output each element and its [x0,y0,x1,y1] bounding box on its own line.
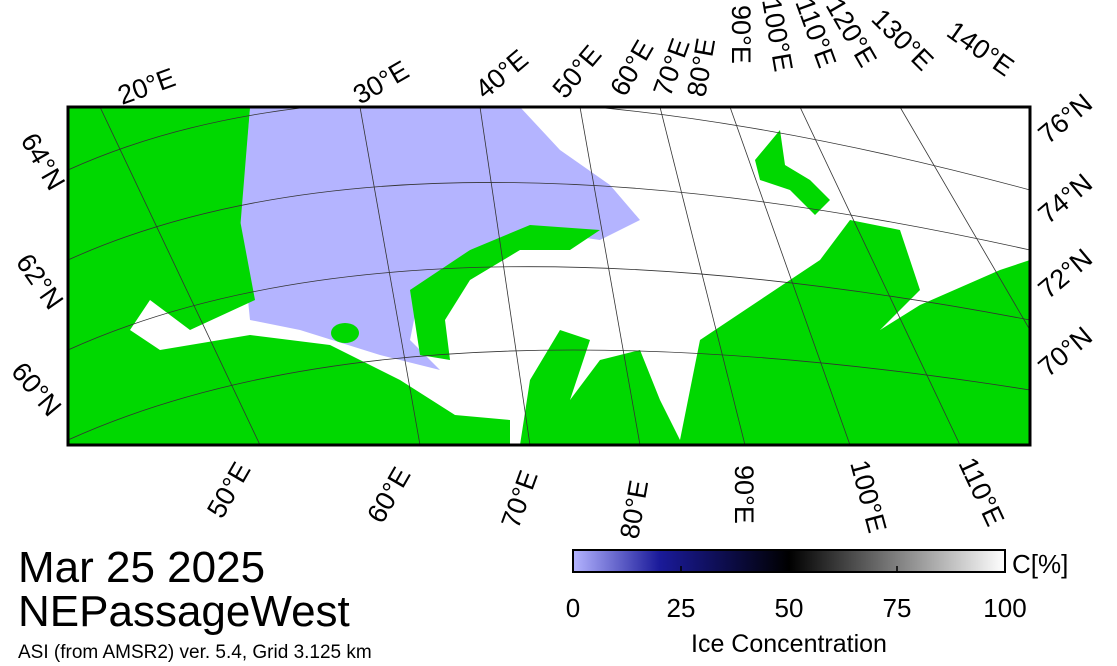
lon-label: 40°E [470,44,534,105]
lat-label: 72°N [1033,243,1098,305]
date-title: Mar 25 2025 [18,543,265,592]
graticule [799,107,961,445]
graticule [729,107,851,445]
lon-label: 20°E [114,62,180,110]
graticule [68,182,1030,261]
lon-label: 130°E [866,3,939,76]
graticule [68,349,1030,441]
graticule [479,107,531,445]
lon-label: 50°E [201,457,256,523]
graticule [579,107,641,445]
map-frame [66,105,1032,447]
map [68,107,1030,445]
lat-label: 76°N [1033,88,1098,150]
lon-label: 90°E [729,465,759,524]
colorbar-tick-label: 100 [983,593,1026,623]
lon-label: 50°E [547,39,608,103]
lat-label: 74°N [1033,168,1098,230]
lat-label: 70°N [1033,321,1098,383]
land [755,130,830,215]
lon-label: 90°E [726,5,756,64]
lon-label: 80°E [614,478,654,541]
lon-label: 60°E [361,462,416,528]
land [331,323,359,343]
lon-label: 140°E [942,15,1020,82]
colorbar-label: Ice Concentration [691,630,887,658]
lon-label: 110°E [953,453,1011,531]
land [520,220,1030,445]
graticule [68,107,1030,191]
lat-label: 60°N [5,357,67,422]
graticule [899,107,1030,331]
colorbar-tick-label: 75 [883,593,912,623]
colorbar-tick-label: 50 [775,593,804,623]
colorbar-unit: C[%] [1012,549,1068,579]
open-water [240,107,640,370]
land [410,225,600,360]
land [68,107,250,300]
lon-label: 30°E [348,55,414,110]
lon-label: 70°E [495,466,543,532]
graticule [659,107,746,445]
lon-label: 100°E [844,457,892,536]
lat-label: 62°N [10,248,69,315]
source-note: ASI (from AMSR2) ver. 5.4, Grid 3.125 km [18,642,372,663]
colorbar-tick-label: 25 [667,593,696,623]
region-title: NEPassageWest [18,587,350,636]
graticule [359,107,421,445]
lat-label: 64°N [15,128,71,195]
graticule [68,266,1030,351]
colorbar-tick-label: 0 [566,593,580,623]
graticule [99,107,261,445]
